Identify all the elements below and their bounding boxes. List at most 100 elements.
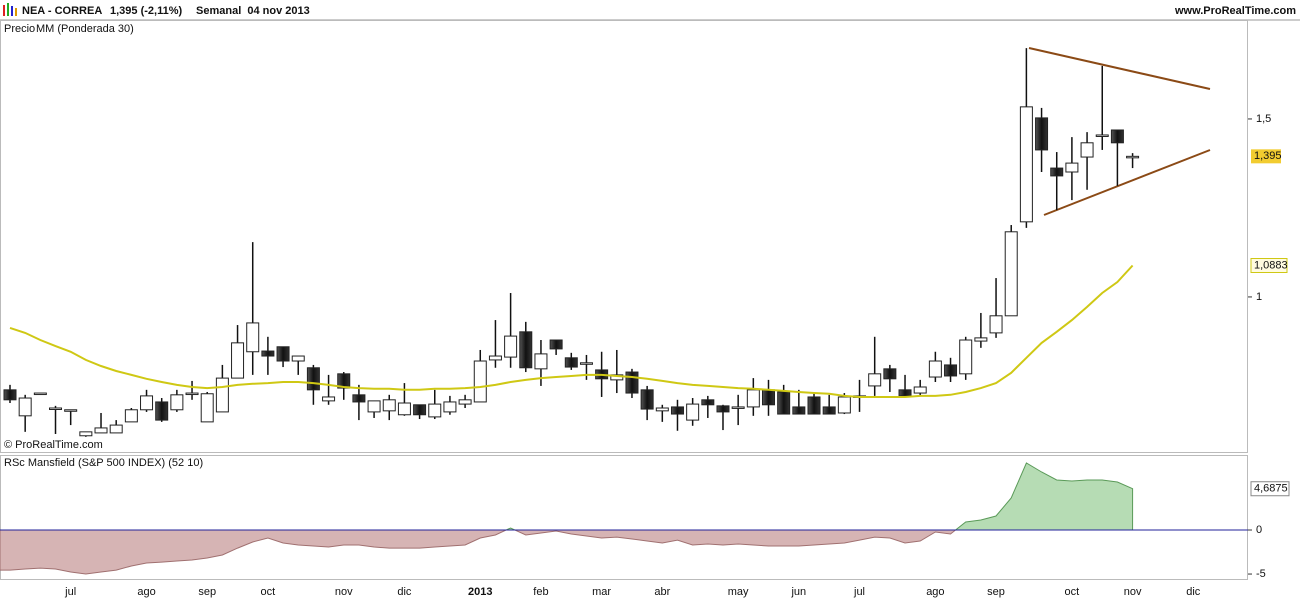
- x-tick-label: sep: [198, 586, 216, 598]
- moving-average-line: [9, 264, 1134, 398]
- rsc-panel: [0, 455, 1248, 580]
- last-quote: 1,395 (-2,11%): [110, 5, 182, 17]
- candle-body: [79, 431, 93, 437]
- candle-body: [655, 407, 669, 412]
- x-tick-label: nov: [335, 586, 353, 598]
- candle-body: [215, 377, 229, 413]
- candle-body: [18, 397, 32, 417]
- candle-body: [792, 406, 806, 415]
- candle-body: [367, 400, 381, 413]
- candle-body: [1080, 142, 1094, 158]
- candle-body: [944, 364, 958, 377]
- x-tick-label: may: [728, 586, 749, 598]
- candle-body: [140, 395, 154, 411]
- last-close-label: 1,395: [1254, 150, 1282, 162]
- candle-body: [109, 424, 123, 434]
- candle-body: [716, 405, 730, 413]
- y-tick-label: -5: [1256, 568, 1266, 580]
- candle-body: [276, 346, 290, 362]
- x-tick-label: nov: [1124, 586, 1142, 598]
- candle-body: [473, 360, 487, 403]
- x-tick-label: 2013: [468, 586, 492, 598]
- candle-body: [534, 353, 548, 370]
- candle-body: [640, 389, 654, 410]
- candle-body: [246, 322, 260, 353]
- trend-line-upper: [1028, 47, 1211, 90]
- legend-ma: MM (Ponderada 30): [36, 23, 134, 35]
- candle-body: [33, 392, 47, 396]
- source: www.ProRealTime.com: [1174, 5, 1296, 17]
- candle-body: [1019, 106, 1033, 223]
- last-value-label: 1,0883: [1254, 259, 1288, 271]
- logo-icon: [3, 3, 17, 16]
- copyright: © ProRealTime.com: [4, 439, 103, 451]
- candle-body: [291, 355, 305, 362]
- candle-body: [898, 389, 912, 397]
- x-tick-label: ago: [137, 586, 155, 598]
- candle-body: [989, 315, 1003, 334]
- y-tick-label: 1: [1256, 291, 1262, 303]
- candle-body: [413, 404, 427, 416]
- candle-body: [200, 393, 214, 423]
- candle-body: [170, 394, 184, 411]
- candle-body: [1065, 162, 1079, 173]
- candle-body: [488, 355, 502, 361]
- x-tick-label: oct: [261, 586, 276, 598]
- candle-body: [1004, 231, 1018, 317]
- trend-line-lower: [1043, 149, 1211, 216]
- candle-body: [124, 409, 138, 423]
- candle-body: [822, 406, 836, 415]
- x-tick-label: dic: [397, 586, 412, 598]
- candle-body: [261, 350, 275, 357]
- candle-body: [686, 403, 700, 421]
- rsc-title: RSc Mansfield (S&P 500 INDEX) (52 10): [4, 457, 203, 469]
- candle-body: [306, 367, 320, 391]
- candle-body: [746, 389, 760, 408]
- x-tick-label: oct: [1065, 586, 1080, 598]
- candle-body: [397, 402, 411, 416]
- candle-body: [579, 362, 593, 365]
- x-tick-label: abr: [654, 586, 670, 598]
- candle-body: [837, 396, 851, 414]
- candle-body: [670, 406, 684, 415]
- candle-body: [231, 342, 245, 379]
- legend-price: Precio: [4, 23, 35, 35]
- candle-body: [352, 394, 366, 403]
- candle-body: [382, 399, 396, 412]
- last-value-box: [1250, 258, 1288, 274]
- candle-body: [504, 335, 518, 358]
- candle-body: [883, 368, 897, 380]
- x-tick-label: jul: [64, 586, 76, 598]
- last-close-box: [1251, 149, 1281, 164]
- candle-body: [428, 403, 442, 418]
- candle-body: [322, 396, 336, 402]
- x-tick-label: mar: [592, 586, 611, 598]
- y-tick-label: 0: [1256, 524, 1262, 536]
- last-value-label: 4,6875: [1254, 483, 1288, 495]
- x-tick-label: feb: [533, 586, 548, 598]
- y-tick-label: 1,5: [1256, 113, 1271, 125]
- candle-body: [959, 339, 973, 375]
- candle-body: [443, 401, 457, 413]
- candle-body: [1050, 167, 1064, 177]
- candle-body: [1110, 129, 1124, 144]
- candle-body: [519, 331, 533, 369]
- candle-body: [3, 389, 17, 401]
- candle-body: [777, 391, 791, 415]
- x-tick-label: dic: [1186, 586, 1201, 598]
- candle-body: [185, 392, 199, 396]
- x-tick-label: jul: [853, 586, 865, 598]
- x-tick-label: ago: [926, 586, 944, 598]
- ticker-title: NEA - CORREA: [22, 5, 102, 17]
- candle-body: [49, 407, 63, 410]
- candle-body: [1095, 134, 1109, 137]
- candle-body: [731, 406, 745, 409]
- candle-body: [94, 427, 108, 434]
- x-tick-label: sep: [987, 586, 1005, 598]
- candle-body: [625, 371, 639, 394]
- candle-body: [913, 386, 927, 394]
- candle-body: [807, 396, 821, 415]
- period: Semanal 04 nov 2013: [196, 5, 310, 17]
- x-tick-label: jun: [790, 586, 806, 598]
